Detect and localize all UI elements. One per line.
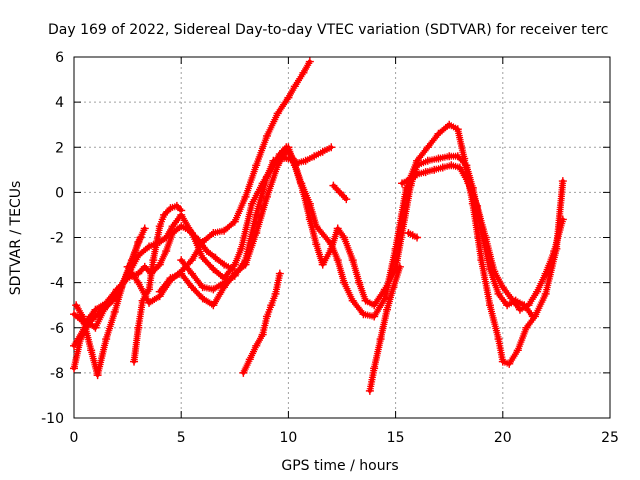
grid xyxy=(74,57,610,418)
series-markers xyxy=(405,229,419,240)
series-markers xyxy=(130,202,184,366)
x-tick-label: 0 xyxy=(70,430,79,446)
x-tick-label: 5 xyxy=(177,430,186,446)
series-trace-13 xyxy=(404,228,422,242)
x-tick-labels: 0 5 10 15 20 25 xyxy=(70,430,619,446)
data-point xyxy=(140,224,149,233)
chart-title: Day 169 of 2022, Sidereal Day-to-day VTE… xyxy=(48,22,608,38)
series-trace-10 xyxy=(239,269,284,377)
series-markers xyxy=(366,265,403,395)
series-markers xyxy=(239,272,283,377)
data-point xyxy=(305,57,314,66)
series-trace-8 xyxy=(70,222,237,328)
series-trace-4 xyxy=(123,57,314,307)
series-trace-12 xyxy=(329,181,351,204)
y-tick-label: -2 xyxy=(50,231,64,247)
series-trace-11 xyxy=(365,262,404,395)
y-tick-label: -4 xyxy=(50,276,64,292)
series-trace-9 xyxy=(130,201,186,366)
series-trace-7 xyxy=(398,161,567,314)
y-tick-labels: -10 -8 -6 -4 -2 0 2 4 6 xyxy=(41,50,64,427)
y-tick-label: -10 xyxy=(41,411,64,427)
x-tick-label: 25 xyxy=(601,430,619,446)
data-series xyxy=(70,57,567,395)
series-markers xyxy=(329,182,349,201)
series-markers xyxy=(398,161,566,314)
tick-marks xyxy=(73,56,611,419)
y-axis-label: SDTVAR / TECUs xyxy=(8,181,24,296)
x-tick-label: 10 xyxy=(279,430,297,446)
y-tick-label: 2 xyxy=(55,140,64,156)
y-tick-label: 0 xyxy=(55,185,64,201)
y-tick-label: 4 xyxy=(55,95,64,111)
y-tick-label: -8 xyxy=(50,366,64,382)
y-tick-label: -6 xyxy=(50,321,64,337)
x-tick-label: 15 xyxy=(387,430,405,446)
y-tick-label: 6 xyxy=(55,50,64,66)
x-axis-label: GPS time / hours xyxy=(281,458,398,474)
data-point xyxy=(528,312,537,321)
x-tick-label: 20 xyxy=(494,430,512,446)
series-markers xyxy=(70,222,234,327)
